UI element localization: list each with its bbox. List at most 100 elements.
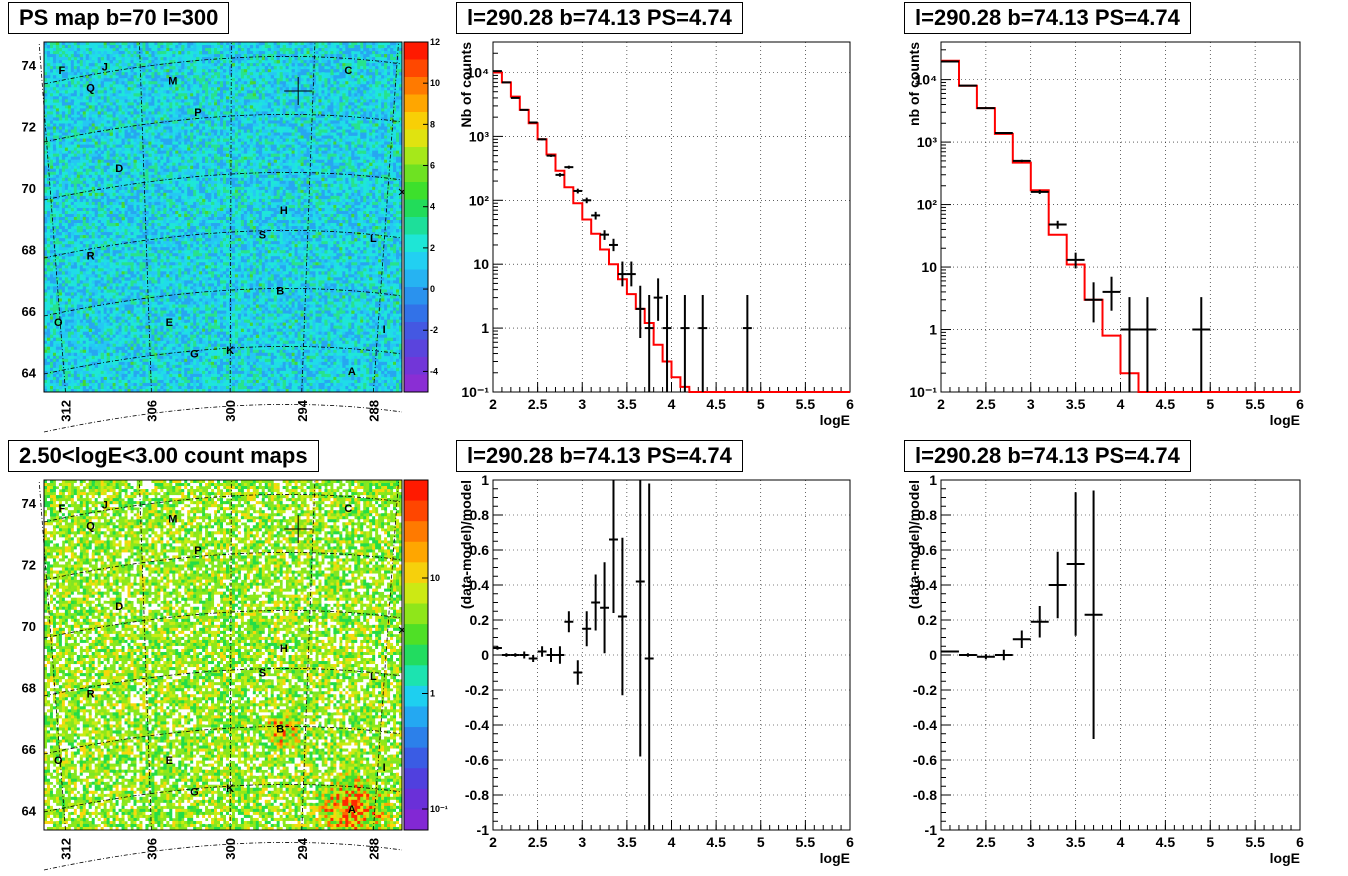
ps_map-pixel	[130, 241, 134, 245]
ps_map-pixel	[130, 328, 134, 332]
ps_map-pixel	[76, 129, 81, 133]
ps_map-pixel	[94, 244, 98, 248]
ps_map-pixel	[166, 123, 170, 127]
ps_map-pixel	[115, 295, 119, 299]
ps_map-pixel	[85, 78, 90, 82]
ps_map-pixel	[64, 129, 69, 133]
ps_map-pixel	[187, 51, 191, 55]
ps_map-pixel	[76, 138, 81, 142]
ps_map-pixel	[44, 138, 48, 142]
ps_map-pixel	[73, 376, 78, 381]
ps_map-pixel	[49, 283, 54, 287]
ps_map-pixel	[67, 274, 72, 278]
ps_map-pixel	[190, 376, 194, 381]
ps_map-pixel	[172, 352, 176, 357]
ps_map-pixel	[196, 165, 200, 170]
ps_map-pixel	[130, 388, 134, 393]
ps_map-pixel	[64, 325, 69, 329]
ps_map-pixel	[160, 361, 164, 366]
ps_map-pixel	[172, 162, 176, 167]
ps_map-pixel	[58, 129, 63, 133]
ps_map-pixel	[151, 66, 155, 70]
ps_map-pixel	[145, 204, 149, 209]
ps_map-pixel	[94, 123, 98, 127]
ps_map-pixel	[184, 238, 188, 242]
ps_map-pixel	[127, 156, 131, 160]
ps_map-pixel	[97, 114, 101, 118]
ps_map-pixel	[85, 223, 90, 227]
ps_map-pixel	[109, 45, 113, 49]
ps_map-pixel	[163, 45, 167, 49]
ps_map-pixel	[118, 283, 122, 287]
ps_map-pixel	[100, 310, 104, 314]
ps_map-pixel	[151, 367, 155, 372]
ps_map-pixel	[160, 307, 164, 311]
ps_map-pixel	[163, 141, 167, 145]
ps_map-pixel	[73, 90, 78, 94]
ps_map-pixel	[67, 328, 72, 332]
ps_map-pixel	[115, 48, 119, 52]
ps_map-pixel	[109, 102, 113, 106]
ps_map-pixel	[85, 325, 90, 329]
ps_map-pixel	[49, 87, 54, 91]
ps_map-pixel	[184, 388, 188, 393]
ps_map-pixel	[160, 343, 164, 348]
ps_map-pixel	[118, 382, 122, 387]
ps_map-pixel	[94, 361, 98, 366]
ps_map-pixel	[44, 72, 48, 76]
ps_map-pixel	[187, 138, 191, 142]
ps_map-pixel	[49, 201, 54, 206]
ps_map-pixel	[133, 162, 137, 167]
ps_map-pixel	[88, 268, 93, 272]
ps_map-pixel	[148, 286, 152, 290]
ps_map-pixel	[136, 111, 140, 115]
ps_map-pixel	[157, 105, 161, 109]
ps_map-pixel	[88, 165, 93, 170]
ps_map-pixel	[187, 171, 191, 176]
ps_map-pixel	[109, 277, 113, 281]
ps_map-pixel	[136, 247, 140, 251]
ps_map-pixel	[61, 99, 66, 103]
ps_map-pixel	[127, 51, 131, 55]
ps_map-pixel	[46, 379, 51, 384]
ps_map-pixel	[205, 141, 209, 145]
ps_map-pixel	[142, 307, 146, 311]
ps_map-pixel	[202, 364, 206, 369]
ps_map-pixel	[202, 78, 206, 82]
ps_map-pixel	[88, 150, 93, 154]
ps_map-pixel	[187, 180, 191, 185]
ps_map-pixel	[103, 337, 107, 342]
ps_map-pixel	[55, 358, 60, 363]
ps_map-pixel	[193, 117, 197, 121]
ps_map-pixel	[67, 90, 72, 94]
ps_map-pixel	[133, 159, 137, 163]
ps_map-pixel	[100, 340, 104, 345]
ps_map-pixel	[169, 325, 173, 329]
ps_map-pixel	[76, 217, 81, 221]
ps_map-pixel	[163, 274, 167, 278]
ps_map-pixel	[130, 340, 134, 345]
ps_map-pixel	[79, 54, 84, 58]
ps_map-pixel	[157, 51, 161, 55]
ps_map-pixel	[58, 328, 63, 332]
ps_map-pixel	[145, 295, 149, 299]
ps_map-pixel	[115, 235, 119, 239]
ps_map-pixel	[130, 147, 134, 151]
ps_map-pixel	[196, 126, 200, 130]
ps_map-pixel	[85, 204, 90, 209]
ps_map-pixel	[148, 75, 152, 79]
ps_map-pixel	[109, 42, 113, 46]
ps_map-pixel	[181, 328, 185, 332]
ps_map-pixel	[166, 141, 170, 145]
ps_map-pixel	[55, 54, 60, 58]
ps_map-pixel	[130, 87, 134, 91]
ps_map-pixel	[82, 42, 87, 46]
ps_map-pixel	[172, 226, 176, 230]
ps_map-pixel	[127, 204, 131, 209]
ps_map-pixel	[157, 352, 161, 357]
ps_map-pixel	[145, 57, 149, 61]
ps_map-pixel	[88, 207, 93, 212]
ps_map-pixel	[121, 96, 125, 100]
ps_map-pixel	[199, 358, 203, 363]
ps_map-pixel	[76, 304, 81, 308]
